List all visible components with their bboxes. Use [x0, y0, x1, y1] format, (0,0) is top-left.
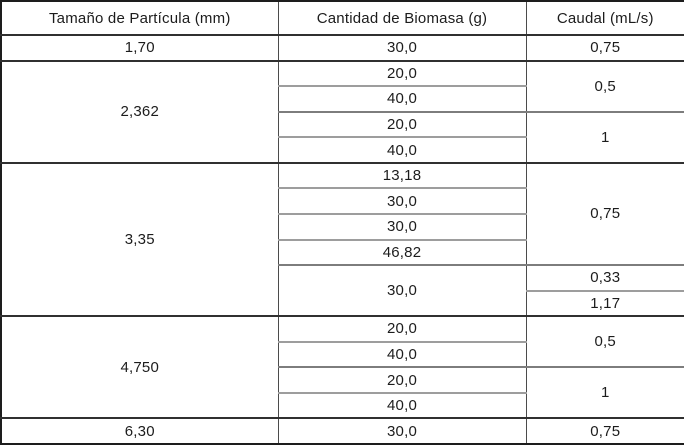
table-header-row: Tamaño de Partícula (mm) Cantidad de Bio…: [1, 1, 684, 36]
table-row: 1,17: [1, 290, 684, 318]
cell-biomass: 46,82: [277, 239, 526, 267]
cell-biomass: 40,0: [277, 341, 526, 369]
cell-flow: 0,5: [525, 316, 684, 369]
cell-particle: 3,35: [1, 162, 278, 318]
cell-biomass: 40,0: [277, 86, 526, 113]
header-flow-rate: Caudal (mL/s): [525, 1, 684, 36]
table-row: 1,70 30,0 0,75: [1, 35, 684, 62]
cell-biomass: 20,0: [277, 111, 526, 139]
cell-flow: 1: [525, 367, 684, 420]
cell-flow: 0,5: [525, 60, 684, 113]
cell-biomass: 30,0: [277, 213, 526, 241]
cell-particle: 6,30: [124, 422, 155, 440]
cell-biomass: 30,0: [277, 35, 526, 62]
cell-flow: 1: [525, 111, 684, 164]
table-row: 46,82: [1, 239, 684, 267]
cell-flow: 0,75: [525, 162, 684, 267]
cell-biomass: 13,18: [277, 162, 526, 190]
cell-biomass: 20,0: [277, 316, 526, 343]
cell-biomass: 30,0: [277, 418, 526, 444]
cell-biomass: 30,0: [277, 265, 526, 318]
table-row: 20,0 1: [1, 111, 684, 164]
table-row: 40,0: [1, 392, 684, 420]
cell-particle: 1,70: [1, 35, 278, 62]
cell-flow: 0,75: [525, 35, 684, 62]
table-row: 30,0: [1, 213, 684, 241]
cell-particle: 2,362: [1, 60, 278, 164]
table-row: 3,35 13,18 0,75: [1, 162, 684, 318]
header-biomass: Cantidad de Biomasa (g): [277, 1, 526, 36]
table-row: 40,0: [1, 86, 684, 113]
cell-biomass: 40,0: [277, 392, 526, 420]
table-row: 6,30 30,0 0,75: [1, 418, 684, 444]
header-particle-size: Tamaño de Partícula (mm): [1, 1, 278, 36]
cell-flow: 0,75: [525, 418, 684, 444]
table-row: 30,0 0,33: [1, 265, 684, 318]
cell-biomass: 30,0: [277, 188, 526, 215]
table-row: 40,0: [1, 341, 684, 369]
table-row: 4,750 20,0 0,5: [1, 316, 684, 420]
cell-flow: 1,17: [525, 290, 684, 318]
table-row: 20,0 1: [1, 367, 684, 420]
cell-biomass: 20,0: [277, 60, 526, 88]
cell-particle: 4,750: [1, 316, 278, 420]
cell-flow: 0,33: [525, 265, 684, 292]
table-row: 30,0: [1, 188, 684, 215]
table-row: 40,0: [1, 137, 684, 164]
cell-biomass: 20,0: [277, 367, 526, 394]
table-row: 2,362 20,0 0,5: [1, 60, 684, 164]
cell-biomass: 40,0: [277, 137, 526, 164]
